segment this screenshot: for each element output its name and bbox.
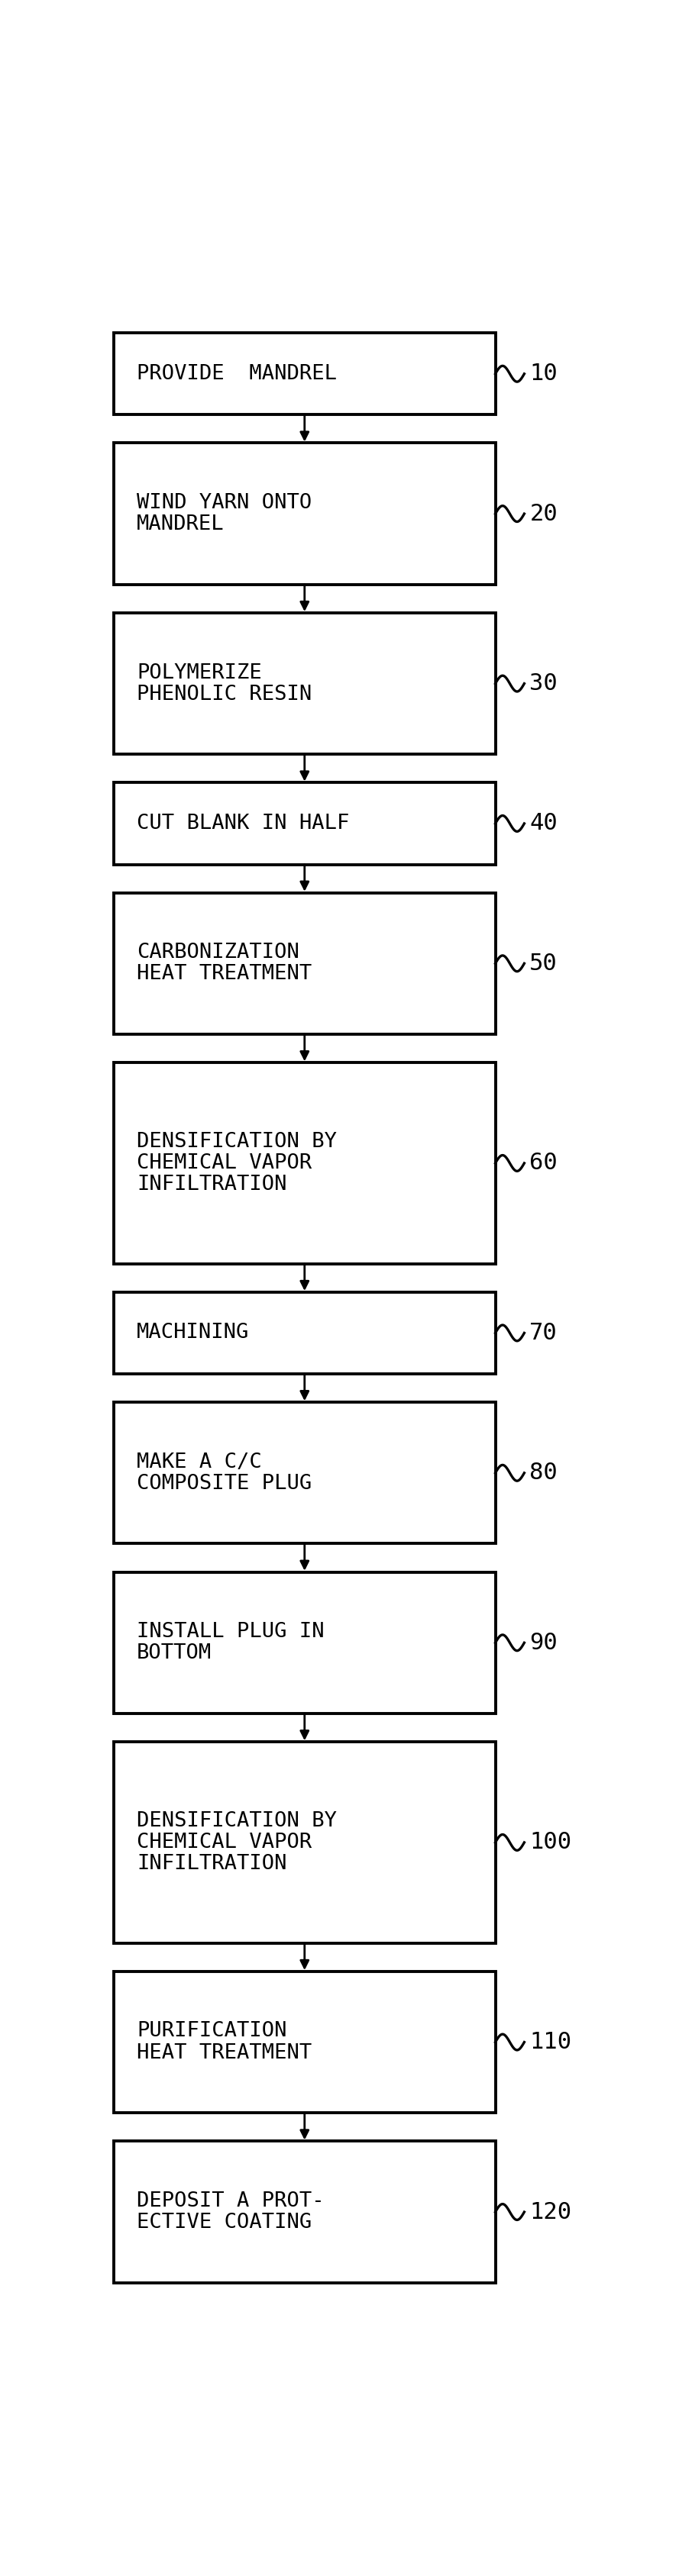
Text: 10: 10 bbox=[530, 363, 557, 384]
Text: INSTALL PLUG IN: INSTALL PLUG IN bbox=[136, 1623, 325, 1641]
Text: HEAT TREATMENT: HEAT TREATMENT bbox=[136, 963, 312, 984]
Bar bbox=[114, 1061, 496, 1265]
Text: DENSIFICATION BY: DENSIFICATION BY bbox=[136, 1131, 337, 1151]
Text: 20: 20 bbox=[530, 502, 557, 526]
Bar bbox=[114, 2141, 496, 2282]
Text: MAKE A C/C: MAKE A C/C bbox=[136, 1453, 262, 1471]
Text: CARBONIZATION: CARBONIZATION bbox=[136, 943, 299, 963]
Bar bbox=[114, 1971, 496, 2112]
Bar bbox=[114, 894, 496, 1033]
Bar bbox=[114, 1741, 496, 1942]
Text: CHEMICAL VAPOR: CHEMICAL VAPOR bbox=[136, 1832, 312, 1852]
Text: MANDREL: MANDREL bbox=[136, 515, 224, 533]
Text: 30: 30 bbox=[530, 672, 557, 696]
Text: 70: 70 bbox=[530, 1321, 557, 1345]
Text: INFILTRATION: INFILTRATION bbox=[136, 1175, 287, 1195]
Text: COMPOSITE PLUG: COMPOSITE PLUG bbox=[136, 1473, 312, 1494]
Text: INFILTRATION: INFILTRATION bbox=[136, 1855, 287, 1873]
Text: CUT BLANK IN HALF: CUT BLANK IN HALF bbox=[136, 814, 349, 835]
Bar bbox=[114, 332, 496, 415]
Text: 40: 40 bbox=[530, 811, 557, 835]
Bar bbox=[114, 1293, 496, 1373]
Text: POLYMERIZE: POLYMERIZE bbox=[136, 662, 262, 683]
Bar bbox=[114, 1571, 496, 1713]
Text: DEPOSIT A PROT-: DEPOSIT A PROT- bbox=[136, 2192, 325, 2210]
Text: 90: 90 bbox=[530, 1631, 557, 1654]
Text: 100: 100 bbox=[530, 1832, 572, 1855]
Text: 110: 110 bbox=[530, 2030, 572, 2053]
Text: 80: 80 bbox=[530, 1461, 557, 1484]
Text: WIND YARN ONTO: WIND YARN ONTO bbox=[136, 492, 312, 513]
Text: BOTTOM: BOTTOM bbox=[136, 1643, 212, 1664]
Text: MACHINING: MACHINING bbox=[136, 1324, 249, 1342]
Text: PHENOLIC RESIN: PHENOLIC RESIN bbox=[136, 685, 312, 703]
Text: ECTIVE COATING: ECTIVE COATING bbox=[136, 2213, 312, 2233]
Text: 120: 120 bbox=[530, 2200, 572, 2223]
Bar bbox=[114, 443, 496, 585]
Bar bbox=[114, 613, 496, 755]
Text: HEAT TREATMENT: HEAT TREATMENT bbox=[136, 2043, 312, 2063]
Text: 50: 50 bbox=[530, 953, 557, 974]
Bar bbox=[114, 1401, 496, 1543]
Bar bbox=[114, 783, 496, 866]
Text: PURIFICATION: PURIFICATION bbox=[136, 2022, 287, 2040]
Text: DENSIFICATION BY: DENSIFICATION BY bbox=[136, 1811, 337, 1832]
Text: 60: 60 bbox=[530, 1151, 557, 1175]
Text: CHEMICAL VAPOR: CHEMICAL VAPOR bbox=[136, 1154, 312, 1172]
Text: PROVIDE  MANDREL: PROVIDE MANDREL bbox=[136, 363, 337, 384]
